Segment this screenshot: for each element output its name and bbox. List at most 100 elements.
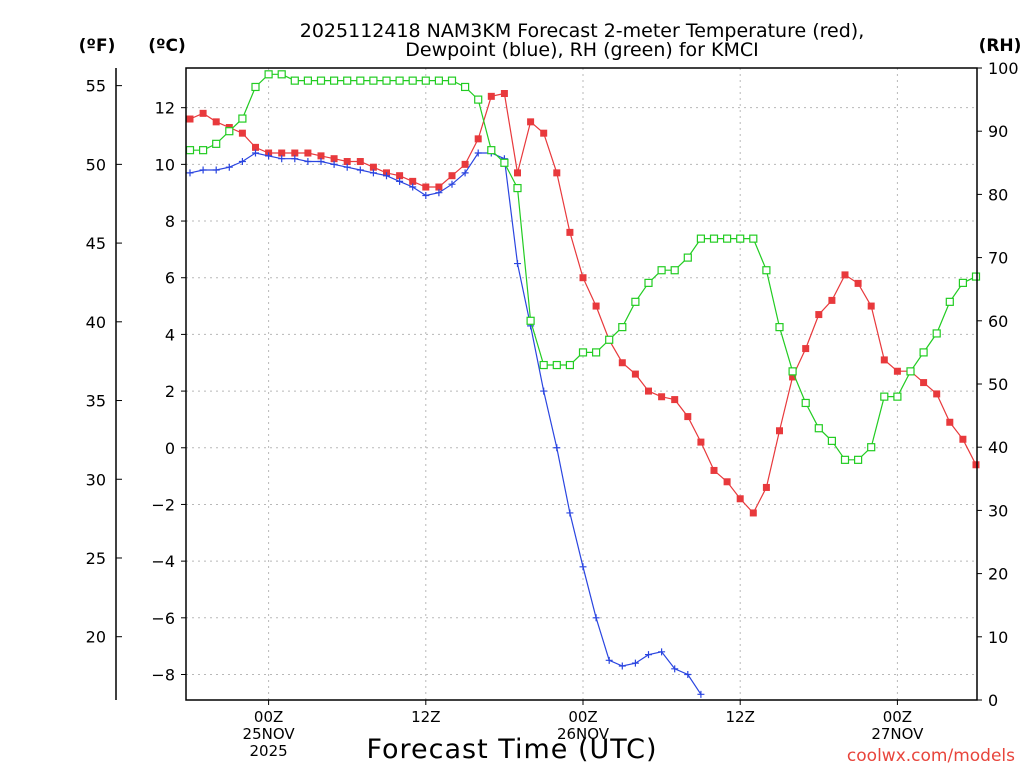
relative-humidity-point bbox=[657, 266, 666, 275]
chart-title-line2: Dewpoint (blue), RH (green) for KMCI bbox=[405, 39, 759, 61]
rh-tick-label: 100 bbox=[988, 59, 1019, 78]
plot-frame bbox=[185, 67, 978, 701]
dewpoint-point bbox=[383, 172, 390, 180]
2-meter-temperature-point bbox=[474, 135, 482, 143]
rh-tick-label: 70 bbox=[988, 249, 1008, 268]
relative-humidity-point bbox=[526, 316, 535, 325]
2-meter-temperature-point bbox=[749, 509, 757, 517]
relative-humidity-point bbox=[591, 348, 601, 357]
fahrenheit-tick-label: 20 bbox=[86, 628, 106, 647]
relative-humidity-point bbox=[461, 82, 470, 92]
2-meter-temperature-point bbox=[815, 311, 823, 319]
x-tick-label: 00Z bbox=[568, 708, 597, 726]
relative-humidity-point bbox=[788, 367, 797, 376]
relative-humidity-point bbox=[513, 183, 522, 193]
relative-humidity-point bbox=[185, 146, 195, 155]
dewpoint-point bbox=[592, 614, 600, 622]
dewpoint-point bbox=[697, 690, 705, 698]
relative-humidity-point bbox=[722, 234, 732, 243]
dewpoint-point bbox=[566, 509, 574, 517]
dewpoint-point bbox=[317, 158, 325, 166]
2-meter-temperature-point bbox=[435, 183, 443, 191]
rh-tick-label: 0 bbox=[988, 691, 998, 710]
2-meter-temperature-point bbox=[867, 302, 875, 310]
relative-humidity-point bbox=[762, 266, 771, 275]
2-meter-temperature-point bbox=[723, 478, 731, 486]
dewpoint-point bbox=[631, 659, 639, 667]
2-meter-temperature-point bbox=[579, 274, 587, 282]
dewpoint-point bbox=[605, 656, 613, 664]
celsius-unit-label: (ºC) bbox=[148, 36, 186, 56]
2-meter-temperature-point bbox=[946, 418, 954, 426]
celsius-tick-label: 10 bbox=[155, 155, 175, 174]
dewpoint-point bbox=[409, 183, 417, 191]
rh-tick-label: 30 bbox=[988, 501, 1008, 520]
celsius-tick-label: 6 bbox=[165, 269, 175, 288]
2-meter-temperature-point bbox=[278, 149, 286, 157]
2-meter-temperature-point bbox=[789, 373, 797, 381]
2-meter-temperature-point bbox=[527, 118, 535, 126]
rh-tick-label: 20 bbox=[988, 565, 1008, 584]
2-meter-temperature-point bbox=[448, 172, 456, 180]
relative-humidity-point bbox=[631, 297, 640, 306]
celsius-tick-label: −6 bbox=[151, 609, 175, 628]
2-meter-temperature-point bbox=[252, 143, 259, 151]
2-meter-temperature-point bbox=[880, 356, 888, 364]
relative-humidity-point bbox=[277, 70, 286, 79]
relative-humidity-point bbox=[565, 360, 575, 370]
x-tick-label: 25NOV bbox=[243, 725, 296, 743]
relative-humidity-point bbox=[578, 348, 588, 357]
relative-humidity-point bbox=[369, 76, 378, 85]
relative-humidity-point bbox=[343, 76, 352, 85]
2-meter-temperature-point bbox=[854, 279, 862, 287]
dewpoint-point bbox=[356, 166, 364, 174]
x-tick-label: 26NOV bbox=[557, 725, 610, 743]
2-meter-temperature-point bbox=[291, 149, 299, 157]
dewpoint-point bbox=[435, 189, 443, 197]
2-meter-temperature-point bbox=[658, 393, 666, 401]
2-meter-temperature-point bbox=[697, 438, 705, 446]
relative-humidity-point bbox=[709, 234, 719, 243]
x-tick-label: 2025 bbox=[250, 742, 288, 760]
2-meter-temperature-point bbox=[920, 379, 928, 387]
dewpoint-point bbox=[186, 169, 194, 177]
x-tick-label: 27NOV bbox=[871, 725, 924, 743]
relative-humidity-point bbox=[382, 76, 391, 85]
2-meter-temperature-point bbox=[540, 129, 548, 137]
2-meter-temperature-point bbox=[959, 435, 967, 443]
dewpoint-point bbox=[553, 444, 561, 452]
relative-humidity-point bbox=[867, 443, 876, 452]
relative-humidity-point bbox=[212, 139, 221, 148]
2-meter-temperature-point bbox=[199, 109, 207, 117]
celsius-tick-label: 0 bbox=[165, 439, 175, 458]
2-meter-temperature-point bbox=[212, 118, 220, 126]
fahrenheit-tick-label: 50 bbox=[86, 155, 106, 174]
relative-humidity-point bbox=[500, 158, 509, 167]
2-meter-temperature-point bbox=[828, 296, 836, 304]
2-meter-temperature-point bbox=[238, 129, 246, 137]
x-tick-label: 12Z bbox=[411, 708, 440, 726]
relative-humidity-point bbox=[945, 297, 954, 306]
2-meter-temperature-point bbox=[736, 495, 744, 503]
dewpoint-point bbox=[540, 387, 548, 395]
dewpoint-point bbox=[514, 260, 521, 268]
dewpoint-point bbox=[291, 155, 299, 163]
relative-humidity-point bbox=[906, 367, 915, 376]
2-meter-temperature-point bbox=[631, 370, 639, 378]
dewpoint-point bbox=[461, 169, 469, 177]
relative-humidity-point bbox=[356, 76, 365, 85]
dewpoint-point bbox=[238, 158, 246, 166]
2-meter-temperature-point bbox=[553, 169, 561, 177]
celsius-tick-label: −8 bbox=[151, 665, 175, 684]
rh-tick-label: 40 bbox=[988, 438, 1008, 457]
2-meter-temperature-point bbox=[317, 152, 325, 160]
dewpoint-point bbox=[330, 160, 338, 168]
dewpoint-point bbox=[265, 152, 273, 160]
relative-humidity-point bbox=[474, 95, 483, 104]
dewpoint-point bbox=[671, 665, 679, 673]
rh-unit-label: (RH) bbox=[979, 36, 1022, 56]
x-tick-label: 12Z bbox=[726, 708, 755, 726]
relative-humidity-point bbox=[199, 146, 208, 155]
